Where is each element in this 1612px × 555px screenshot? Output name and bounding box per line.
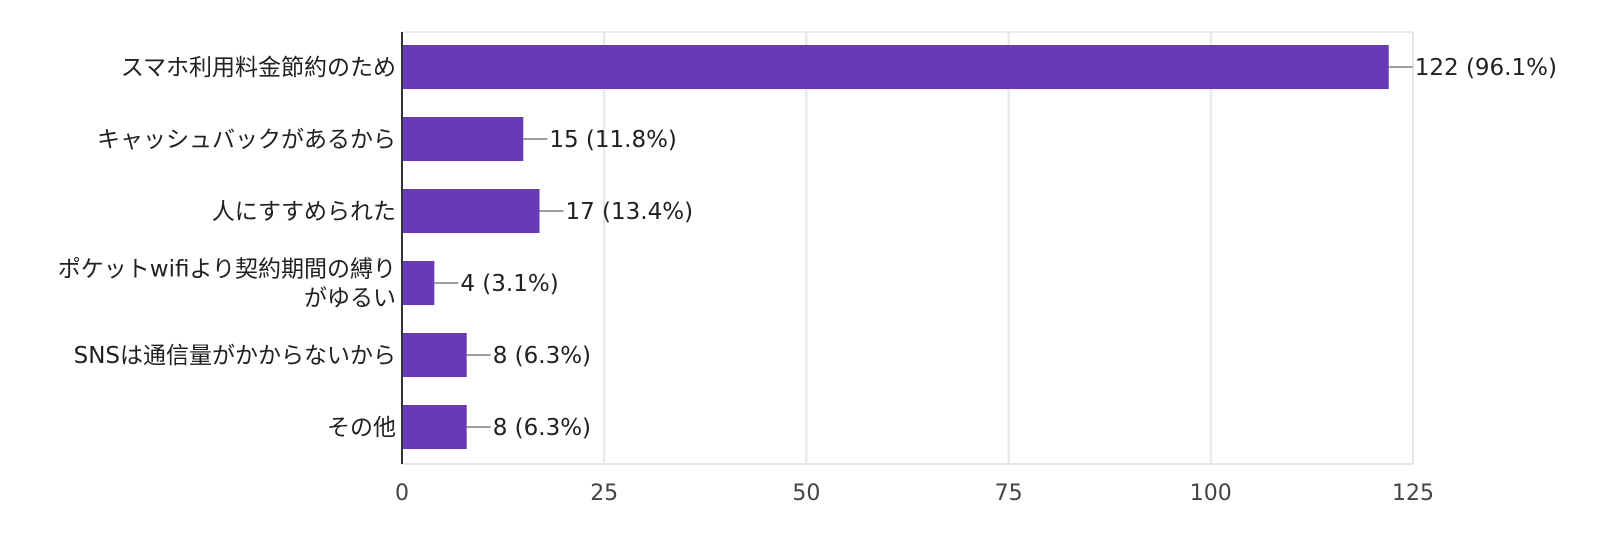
x-tick-label: 75 [995,481,1023,506]
category-label: スマホ利用料金節約のため [121,55,396,81]
data-label: 8 (6.3%) [493,415,591,441]
category-label: キャッシュバックがあるから [97,127,396,153]
data-label: 4 (3.1%) [460,271,558,297]
category-label: ポケットwifiより契約期間の縛り [58,257,396,283]
labels: 122 (96.1%) スマホ利用料金節約のため 15 (11.8%) キャッシュバッ… [58,55,1557,441]
bar [402,45,1389,89]
bar [402,333,467,377]
data-label: 122 (96.1%) [1415,55,1557,81]
bar [402,189,540,233]
category-label: その他 [327,415,396,441]
data-label: 17 (13.4%) [565,199,693,225]
bar [402,261,435,305]
category-label: SNSは通信量がかからないから [74,343,396,369]
axes: 0 25 50 75 100 125 [395,32,1434,506]
category-label: がゆるい [304,286,396,312]
bars [402,45,1389,449]
x-tick-label: 100 [1190,481,1232,506]
x-tick-label: 0 [395,481,409,506]
x-tick-label: 50 [792,481,820,506]
x-tick-label: 25 [590,481,618,506]
data-label: 8 (6.3%) [493,343,591,369]
category-label: 人にすすめられた [212,199,396,225]
x-tick-label: 125 [1392,481,1434,506]
bar [402,405,467,449]
grid-lines [402,31,1414,465]
bar [402,117,524,161]
data-label: 15 (11.8%) [549,127,677,153]
